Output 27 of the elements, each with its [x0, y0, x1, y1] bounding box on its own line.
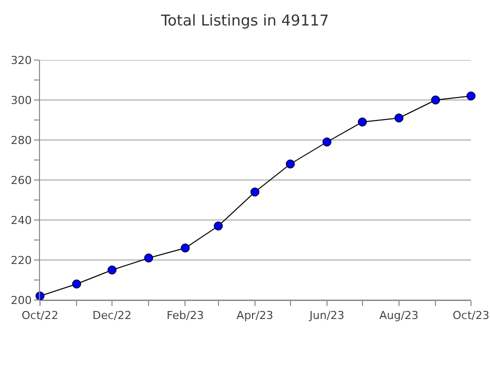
x-tick-label: Oct/22 [22, 309, 58, 322]
y-tick-label: 200 [10, 294, 32, 307]
x-tick-label: Oct/23 [452, 309, 490, 322]
x-tick-label: Apr/23 [236, 309, 274, 322]
x-tick-label: Aug/23 [379, 309, 419, 322]
y-tick-label: 260 [10, 174, 32, 187]
chart-title: Total Listings in 49117 [160, 12, 329, 30]
point [322, 138, 332, 146]
x-tick-label: Feb/23 [166, 309, 204, 322]
y-tick-label: 220 [10, 254, 32, 267]
point [108, 266, 117, 274]
y-tick-label: 320 [10, 54, 32, 67]
x-tick-label: Dec/22 [92, 309, 132, 322]
point [144, 254, 154, 262]
x-tick-label: Jun/23 [308, 309, 344, 322]
point [358, 118, 367, 126]
point [431, 96, 440, 104]
point [394, 114, 404, 122]
point [250, 188, 260, 196]
point [214, 222, 223, 230]
y-tick-label: 280 [10, 134, 32, 147]
y-tick-label: 240 [10, 214, 32, 227]
point [180, 244, 190, 252]
point [286, 160, 295, 168]
point [466, 92, 476, 100]
y-tick-label: 300 [10, 94, 32, 107]
point [72, 280, 82, 288]
